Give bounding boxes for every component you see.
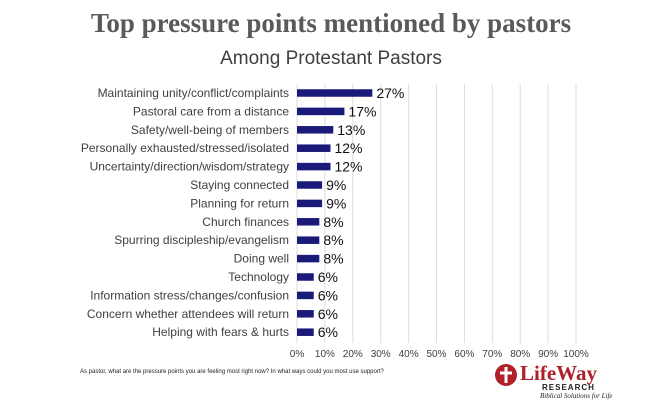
bar — [297, 310, 314, 318]
value-label: 6% — [318, 324, 338, 340]
x-tick-label: 20% — [343, 349, 363, 360]
category-label: Staying connected — [190, 178, 289, 192]
category-label: Church finances — [202, 215, 289, 229]
category-labels: Maintaining unity/conflict/complaints Pas… — [81, 86, 289, 339]
x-tick-label: 50% — [426, 349, 446, 360]
category-label: Pastoral care from a distance — [133, 104, 289, 118]
value-label: 8% — [323, 251, 343, 267]
category-label: Information stress/changes/confusion — [90, 288, 289, 302]
value-label: 17% — [348, 103, 376, 119]
bar — [297, 328, 314, 336]
value-label: 13% — [337, 122, 365, 138]
value-label: 9% — [326, 177, 346, 193]
category-label: Helping with fears & hurts — [152, 325, 289, 339]
x-tick-label: 40% — [399, 349, 419, 360]
value-label: 12% — [334, 159, 362, 175]
logo-cross-horizontal — [500, 371, 512, 375]
lifeway-research-logo: LifeWay RESEARCH Biblical Solutions for … — [495, 361, 613, 400]
x-tick-label: 10% — [315, 349, 335, 360]
x-tick-label: 60% — [454, 349, 474, 360]
bar — [297, 126, 334, 134]
value-label: 9% — [326, 195, 346, 211]
logo-name: LifeWay — [520, 361, 597, 385]
bar — [297, 236, 320, 244]
category-label: Safety/well-being of members — [131, 123, 289, 137]
category-label: Doing well — [234, 252, 289, 266]
category-label: Concern whether attendees will return — [87, 307, 289, 321]
bar — [297, 107, 345, 116]
x-tick-label: 70% — [482, 349, 502, 360]
value-label: 6% — [318, 287, 338, 303]
bar — [297, 291, 314, 300]
x-tick-label: 0% — [290, 349, 305, 360]
bars — [297, 89, 373, 336]
logo-tagline: Biblical Solutions for Life — [540, 392, 613, 400]
x-tick-label: 30% — [371, 349, 391, 360]
logo-research: RESEARCH — [542, 383, 595, 392]
value-label: 8% — [323, 214, 343, 230]
value-label: 27% — [376, 85, 404, 101]
logo-cross-vertical — [504, 367, 508, 383]
bar — [297, 181, 323, 189]
bar — [297, 89, 373, 97]
category-label: Uncertainty/direction/wisdom/strategy — [90, 160, 289, 174]
x-axis-ticks: 0% 10% 20% 30% 40% 50% 60% 70% 80% 90% 100% — [290, 349, 589, 360]
survey-question-footnote: As pastor, what are the pressure points … — [80, 369, 384, 375]
category-label: Maintaining unity/conflict/complaints — [98, 86, 289, 100]
bar — [297, 162, 331, 171]
value-label: 6% — [318, 306, 338, 322]
chart-subtitle: Among Protestant Pastors — [220, 48, 442, 69]
x-tick-label: 80% — [510, 349, 530, 360]
chart-title: Top pressure points mentioned by pastors — [90, 8, 572, 38]
x-tick-label: 90% — [538, 349, 558, 360]
bar — [297, 218, 320, 226]
bar — [297, 199, 323, 208]
category-label: Planning for return — [190, 196, 289, 210]
value-label: 6% — [318, 269, 338, 285]
category-label: Spurring discipleship/evangelism — [114, 233, 289, 247]
x-tick-label: 100% — [563, 349, 589, 360]
bar — [297, 273, 314, 281]
category-label: Technology — [228, 270, 289, 284]
gridlines — [296, 84, 577, 343]
value-labels: 27%17% 13% 12% 12% 9% 9% 8% 8% 8% 6% 6% 6% 6% — [318, 85, 405, 340]
bar — [297, 144, 331, 152]
bar — [297, 254, 320, 263]
value-label: 8% — [323, 232, 343, 248]
category-label: Personally exhausted/stressed/isolated — [81, 141, 289, 155]
value-label: 12% — [334, 140, 362, 156]
